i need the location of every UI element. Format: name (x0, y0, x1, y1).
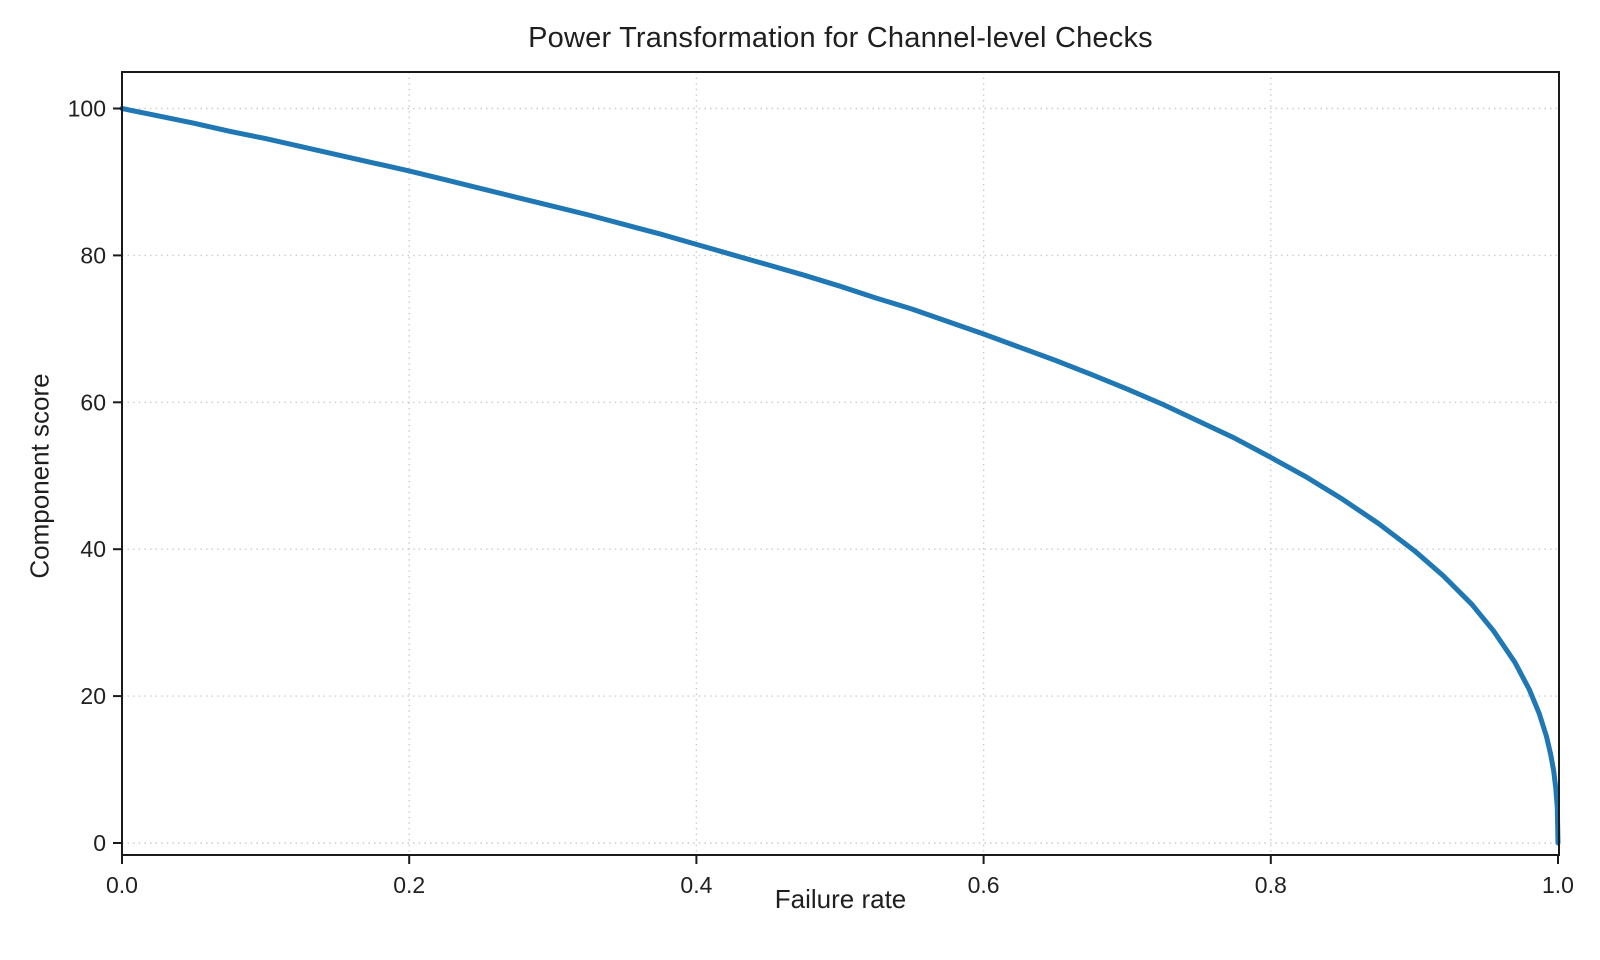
x-tick-label-0.0: 0.0 (106, 872, 138, 898)
y-tick-label-40: 40 (80, 536, 106, 562)
y-axis-label: Component score (24, 373, 55, 579)
y-tick-label-80: 80 (80, 242, 106, 268)
y-tick-label-20: 20 (80, 683, 106, 709)
curve-component-score-curve (119, 106, 1561, 846)
y-tick-label-100: 100 (68, 96, 106, 122)
gridlines (122, 72, 1559, 855)
y-tick-label-0: 0 (93, 830, 106, 856)
plot-frame (121, 71, 1560, 856)
y-tick-label-60: 60 (80, 389, 106, 415)
x-tick-label-0.8: 0.8 (1255, 872, 1287, 898)
x-tick-label-0.6: 0.6 (968, 872, 1000, 898)
axis-ticks: 0.0 0.2 0.4 0.6 0.8 1.0 0 20 40 60 80 100 (68, 96, 1574, 899)
x-axis-label: Failure rate (774, 884, 907, 914)
chart-title: Power Transformation for Channel-level C… (528, 22, 1153, 54)
x-tick-label-0.4: 0.4 (680, 872, 712, 898)
x-tick-label-0.2: 0.2 (393, 872, 425, 898)
x-tick-label-1.0: 1.0 (1542, 872, 1574, 898)
